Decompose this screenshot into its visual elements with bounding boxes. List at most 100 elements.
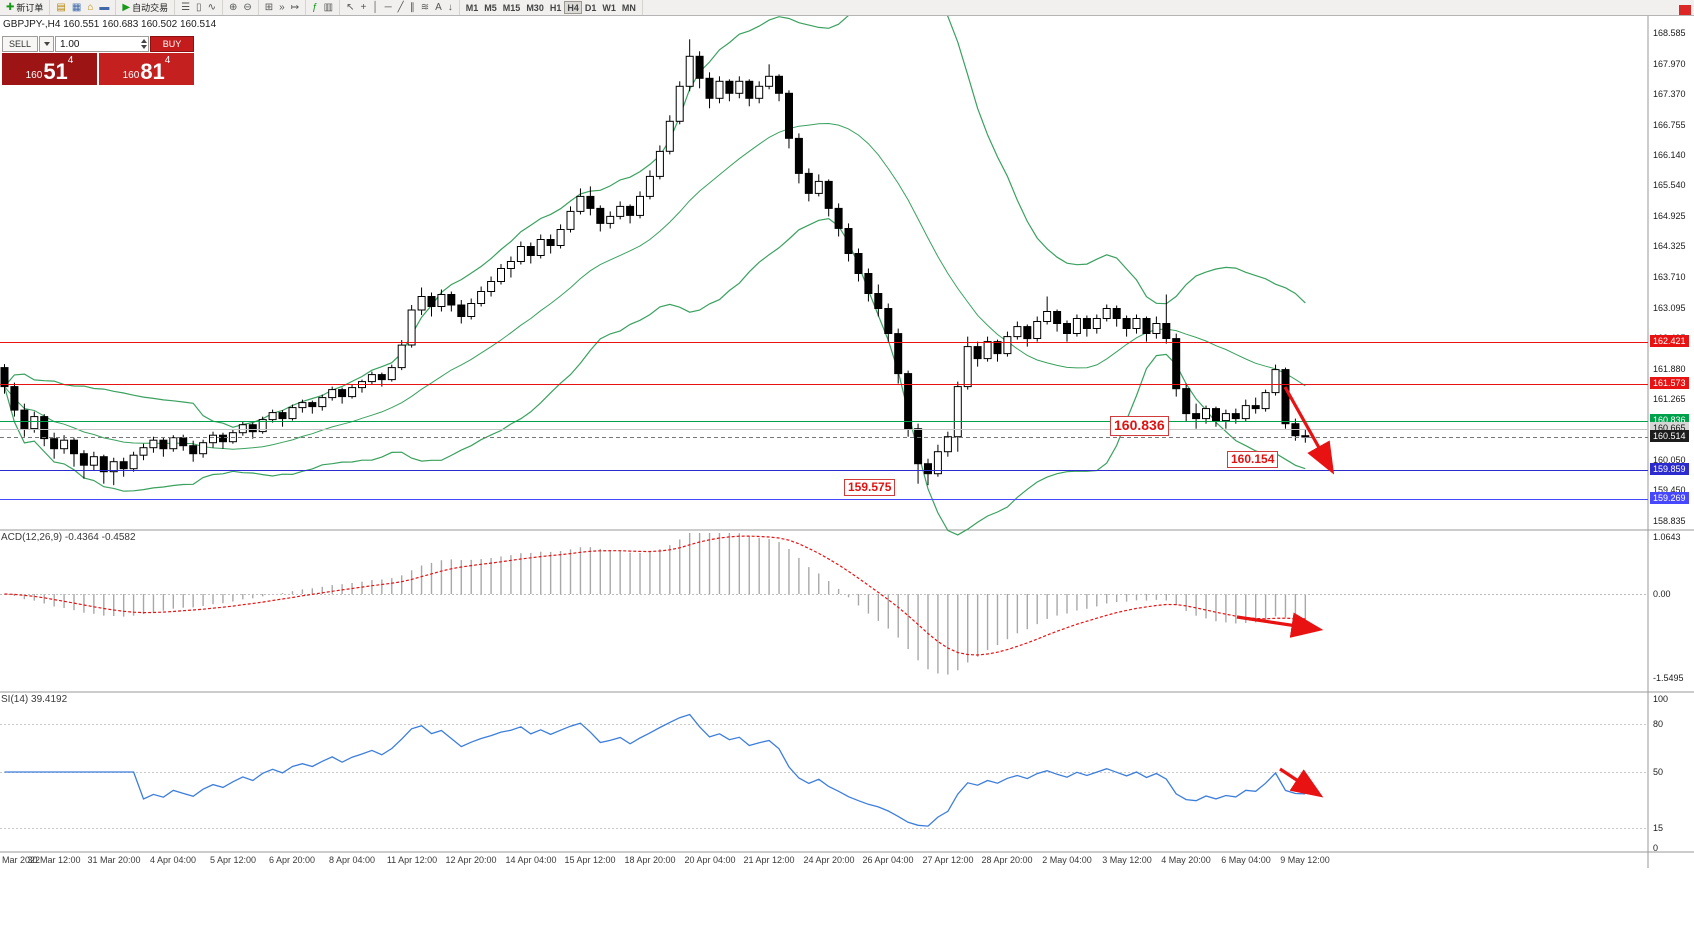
chart-shift-icon: ↦ xyxy=(290,2,300,13)
volume-input[interactable]: 1.00 xyxy=(55,36,149,52)
autotrading-button-label: 自动交易 xyxy=(132,3,169,13)
timeframe-mn-label: MN xyxy=(621,2,636,13)
level-price-label: 162.421 xyxy=(1650,335,1689,347)
indicators-button[interactable]: ƒ xyxy=(309,1,321,14)
ask-big-digits: 81 xyxy=(140,59,165,84)
timeframe-w1[interactable]: W1 xyxy=(599,1,619,14)
time-axis-label: 31 Mar 20:00 xyxy=(87,855,141,865)
chart-shift-button[interactable]: ↦ xyxy=(288,1,302,14)
candlestick-series xyxy=(0,39,1310,486)
auto-scroll-button[interactable]: » xyxy=(276,1,288,14)
time-axis-label: 20 Apr 04:00 xyxy=(684,855,736,865)
toolbar-group: ▤ ▦ ⌂ ▬ xyxy=(50,0,117,15)
zoom-in-button[interactable]: ⊕ xyxy=(226,1,240,14)
new-order-button[interactable]: ✚ 新订单 xyxy=(3,1,46,14)
sell-label-button[interactable]: SELL xyxy=(2,36,38,52)
order-type-dropdown[interactable] xyxy=(39,36,54,52)
arrow-tool-button[interactable]: ↓ xyxy=(445,1,456,14)
price-tag-annotation[interactable]: 160.154 xyxy=(1227,451,1279,468)
trendline-icon: ╱ xyxy=(397,2,404,13)
timeframe-d1-label: D1 xyxy=(584,2,597,13)
trendline-button[interactable]: ╱ xyxy=(395,1,407,14)
autotrading-button[interactable]: ▶ 自动交易 xyxy=(119,1,171,14)
timeframe-m30[interactable]: M30 xyxy=(523,1,547,14)
price-axis-label: 160.050 xyxy=(1653,455,1686,465)
data-window-button[interactable]: ▦ xyxy=(69,1,84,14)
bar-chart-button[interactable]: ☰ xyxy=(178,1,193,14)
tile-windows-button[interactable]: ⊞ xyxy=(262,1,276,14)
symbol-info: GBPJPY-,H4 160.551 160.683 160.502 160.5… xyxy=(3,19,217,30)
price-axis-label: 161.265 xyxy=(1653,394,1686,404)
price-axis-label: 166.755 xyxy=(1653,120,1686,130)
volume-up-button[interactable] xyxy=(141,38,147,44)
ask-pip-digit: 4 xyxy=(164,55,171,66)
buy-label: BUY xyxy=(162,39,182,49)
vertical-line-icon: │ xyxy=(372,2,379,13)
horizontal-levels[interactable] xyxy=(0,342,1648,500)
vertical-line-button[interactable]: │ xyxy=(369,1,381,14)
navigator-button[interactable]: ⌂ xyxy=(84,1,96,14)
price-tag-annotation[interactable]: 159.575 xyxy=(844,479,896,496)
price-axis-label: 165.540 xyxy=(1653,180,1686,190)
line-chart-icon: ∿ xyxy=(207,2,216,13)
timeframe-m5[interactable]: M5 xyxy=(481,1,500,14)
line-chart-button[interactable]: ∿ xyxy=(205,1,219,14)
timeframe-m30-label: M30 xyxy=(526,2,544,13)
time-axis-label: 21 Apr 12:00 xyxy=(743,855,795,865)
price-axis-label: 163.710 xyxy=(1653,272,1686,282)
fibonacci-button[interactable]: ≋ xyxy=(418,1,432,14)
rsi-axis-label: 0 xyxy=(1653,843,1659,853)
chevron-up-icon xyxy=(141,39,147,43)
text-button[interactable]: A xyxy=(432,1,445,14)
trend-arrows[interactable] xyxy=(1236,386,1335,798)
volume-down-button[interactable] xyxy=(141,44,147,50)
toolbar: ✚ 新订单 ▤ ▦ ⌂ ▬ ▶ 自动交易 ☰ ▯ ∿ ⊕ ⊖ ⊞» ↦ ƒ ▥ ↖ + │ ─ ╱ ∥ ≋ A ↓ M1 M5 M15 M… xyxy=(0,0,1694,16)
timeframe-d1[interactable]: D1 xyxy=(582,1,600,14)
time-axis-label: 4 Apr 04:00 xyxy=(149,855,197,865)
toolbar-group: ✚ 新订单 xyxy=(0,0,51,15)
new-order-button: ✚ xyxy=(6,2,15,13)
price-axis-label: 166.140 xyxy=(1653,150,1686,160)
time-axis-label: 11 Apr 12:00 xyxy=(386,855,438,865)
templates-button[interactable]: ▥ xyxy=(321,1,336,14)
toolbar-group: ▶ 自动交易 xyxy=(116,0,176,15)
rsi-axis-label: 50 xyxy=(1653,767,1664,777)
fibonacci-icon: ≋ xyxy=(420,2,430,13)
cursor-icon: ↖ xyxy=(346,2,355,13)
cursor-button[interactable]: ↖ xyxy=(343,1,357,14)
candlestick-chart-icon: ▯ xyxy=(196,2,202,13)
price-tag-annotation[interactable]: 160.836 xyxy=(1110,416,1169,436)
zoom-out-icon: ⊖ xyxy=(243,2,252,13)
timeframe-m1-label: M1 xyxy=(465,2,479,13)
toolbar-group: ƒ ▥ xyxy=(306,0,341,15)
terminal-button[interactable]: ▬ xyxy=(96,1,112,14)
macd-axis-label: 0.00 xyxy=(1653,589,1671,599)
rsi-line xyxy=(4,713,1306,827)
rsi-axis-label: 15 xyxy=(1653,823,1664,833)
candlestick-chart-button[interactable]: ▯ xyxy=(193,1,205,14)
time-axis-label: 4 May 20:00 xyxy=(1161,855,1211,865)
timeframe-h4-label: H4 xyxy=(567,2,579,13)
timeframe-h1[interactable]: H1 xyxy=(547,1,565,14)
market-watch-button[interactable]: ▤ xyxy=(53,1,68,14)
buy-label-button[interactable]: BUY xyxy=(150,36,194,52)
horizontal-line-button[interactable]: ─ xyxy=(382,1,395,14)
level-price-label: 160.514 xyxy=(1650,430,1689,442)
indicators-icon: ƒ xyxy=(312,2,318,13)
zoom-out-button[interactable]: ⊖ xyxy=(240,1,254,14)
time-axis[interactable]: Mar 2022 30 Mar 12:00 31 Mar 20:00 4 Apr 04… xyxy=(0,853,1648,868)
sell-price-button[interactable]: 160 51 4 xyxy=(2,53,97,85)
timeframe-m15[interactable]: M15 xyxy=(500,1,524,14)
buy-price-button[interactable]: 160 81 4 xyxy=(99,53,194,85)
time-axis-label: 28 Apr 20:00 xyxy=(981,855,1033,865)
price-axis-label: 159.450 xyxy=(1653,485,1686,495)
timeframe-h4[interactable]: H4 xyxy=(564,1,582,14)
price-axis-label: 168.585 xyxy=(1653,28,1686,38)
timeframe-m1[interactable]: M1 xyxy=(463,1,482,14)
price-axis-label: 158.835 xyxy=(1653,516,1686,526)
timeframe-mn[interactable]: MN xyxy=(619,1,639,14)
crosshair-button[interactable]: + xyxy=(357,1,369,14)
channel-button[interactable]: ∥ xyxy=(407,1,418,14)
